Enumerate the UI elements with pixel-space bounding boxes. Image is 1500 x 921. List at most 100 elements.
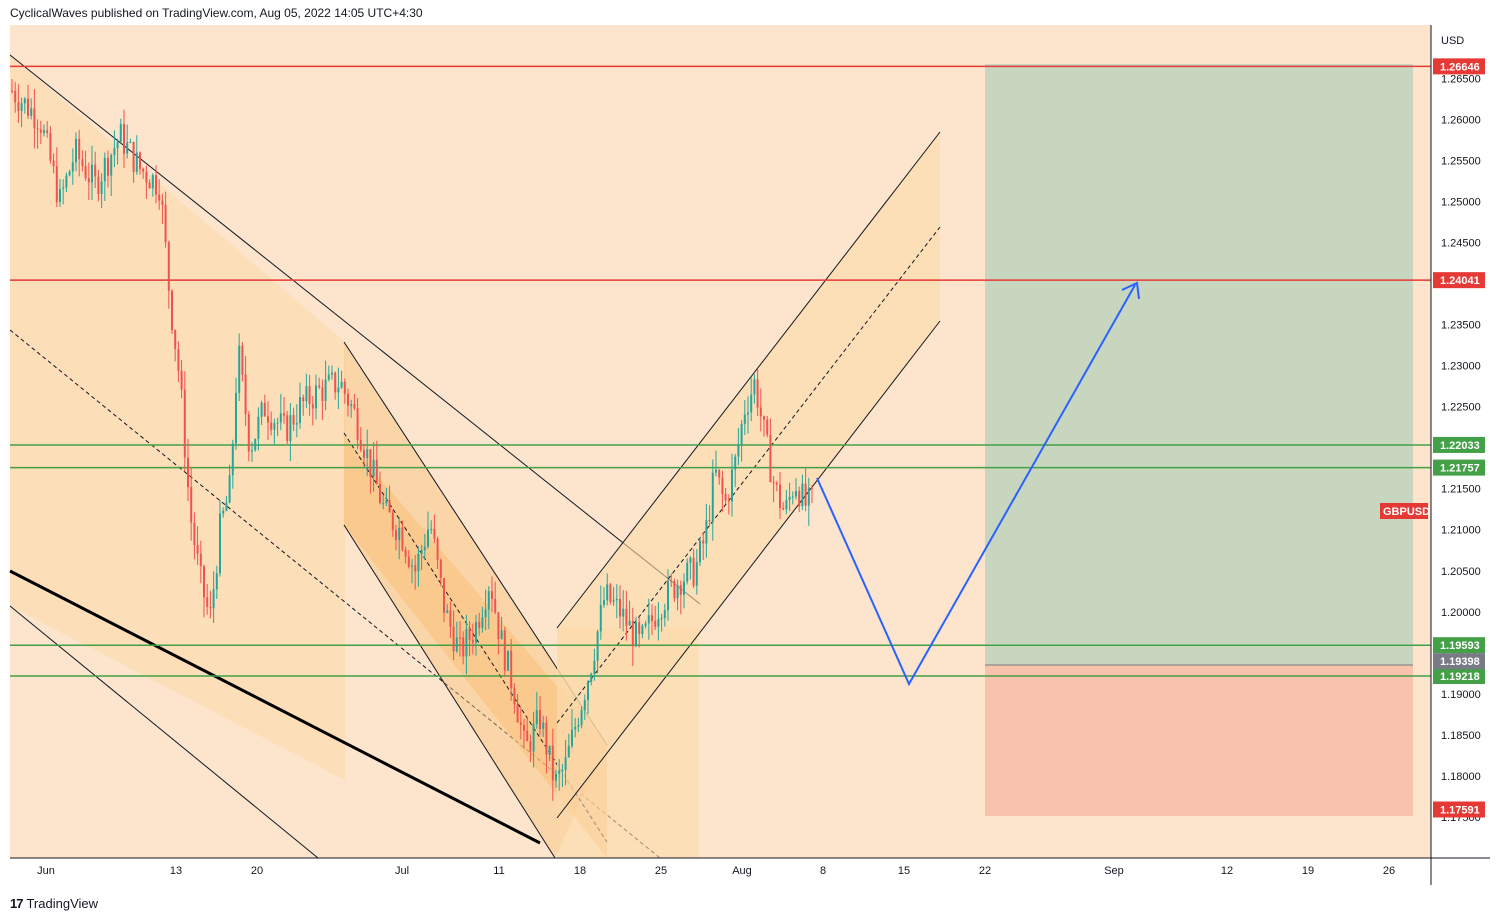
candle-body xyxy=(343,381,346,394)
candle-body xyxy=(247,414,250,452)
currency-label: USD xyxy=(1441,35,1464,47)
ascending-channel-lower xyxy=(556,320,941,819)
candle-body xyxy=(177,349,180,371)
candle-body xyxy=(641,625,644,634)
candle-body xyxy=(542,722,545,730)
price-level-badges: 1.26646 1.24041 1.22033 1.21757 1.19593 1.192… xyxy=(1433,58,1485,818)
candle-body xyxy=(167,242,170,291)
candle-body xyxy=(161,200,164,205)
time-tick-label: 25 xyxy=(655,865,667,877)
candle-body xyxy=(567,746,570,758)
candle-body xyxy=(708,520,711,522)
candle-body xyxy=(183,389,186,458)
candle-body xyxy=(507,650,509,671)
candle-body xyxy=(532,724,535,752)
candle-body xyxy=(23,98,26,104)
candle-body xyxy=(283,413,285,416)
candle-body xyxy=(286,415,289,442)
candle-body xyxy=(276,422,279,424)
candle-body xyxy=(702,540,705,544)
candle-body xyxy=(759,407,762,417)
candle-body xyxy=(727,500,730,502)
candle-body xyxy=(628,620,631,626)
candle-body xyxy=(372,459,375,477)
candle-body xyxy=(190,487,193,523)
candle-body xyxy=(583,700,586,710)
candle-body xyxy=(20,103,23,112)
candle-body xyxy=(676,585,679,599)
candle-body xyxy=(39,129,42,133)
candle-body xyxy=(711,472,714,521)
price-badge xyxy=(1433,58,1485,75)
candle-body xyxy=(423,546,426,551)
candle-body xyxy=(420,550,423,554)
candle-body xyxy=(382,503,385,505)
price-badge xyxy=(1433,667,1485,684)
candle-body xyxy=(587,682,589,701)
candle-body xyxy=(516,704,519,723)
candle-body xyxy=(148,182,151,189)
candle-body xyxy=(263,402,266,417)
candle-body xyxy=(811,487,813,489)
candle-body xyxy=(785,499,788,510)
candle-body xyxy=(49,132,52,161)
candle-body xyxy=(36,128,39,130)
candle-body xyxy=(142,168,145,172)
candle-body xyxy=(231,443,234,476)
candle-body xyxy=(350,404,353,406)
candle-body xyxy=(71,162,74,172)
support-trendline xyxy=(9,569,541,845)
candle-body xyxy=(222,510,225,514)
price-tick-label: 1.18000 xyxy=(1441,771,1481,783)
candle-body xyxy=(635,622,637,647)
candle-body xyxy=(510,650,513,689)
loss-zone[interactable] xyxy=(985,665,1413,816)
candle-body xyxy=(318,385,321,388)
candle-body xyxy=(203,566,205,598)
candle-body xyxy=(417,553,420,572)
price-badge xyxy=(1433,637,1485,654)
candle-body xyxy=(737,444,740,457)
descending-channel-fill xyxy=(10,55,345,780)
candle-body xyxy=(494,598,497,613)
candle-body xyxy=(779,484,781,508)
candle-body xyxy=(564,757,567,770)
candle-body xyxy=(52,160,55,167)
candle-body xyxy=(331,372,333,375)
candle-body xyxy=(14,90,17,103)
ascending-channel-fill xyxy=(557,132,940,818)
candle-body xyxy=(654,620,657,627)
candle-body xyxy=(571,729,573,747)
candle-body xyxy=(539,710,541,730)
candle-body xyxy=(430,528,433,530)
candle-body xyxy=(81,159,84,166)
candle-body xyxy=(603,600,605,605)
price-tick-label: 1.20000 xyxy=(1441,607,1481,619)
time-tick-label: 12 xyxy=(1221,865,1233,877)
price-badge-label: 1.17591 xyxy=(1440,804,1480,816)
time-tick-label: 20 xyxy=(251,865,263,877)
candle-body xyxy=(292,415,295,425)
profit-zone[interactable] xyxy=(985,64,1413,665)
candle-body xyxy=(315,385,317,409)
candle-body xyxy=(206,597,209,607)
candle-body xyxy=(334,372,337,393)
projection-path[interactable] xyxy=(816,284,1136,687)
candle-body xyxy=(401,527,404,550)
candle-body xyxy=(212,589,215,609)
price-badge-label: 1.19218 xyxy=(1440,671,1480,683)
candle-body xyxy=(596,631,599,661)
candle-body xyxy=(593,660,596,674)
candle-body xyxy=(590,673,593,683)
tradingview-footer[interactable]: 17 TradingView xyxy=(10,896,98,911)
candle-body xyxy=(164,204,167,243)
price-tick-label: 1.19000 xyxy=(1441,689,1481,701)
candle-body xyxy=(692,557,695,586)
candle-body xyxy=(199,553,202,567)
horizontal-levels xyxy=(10,65,1431,677)
candle-body xyxy=(116,141,119,149)
price-tick-label: 1.21000 xyxy=(1441,525,1481,537)
candle-body xyxy=(609,584,612,602)
candle-body xyxy=(145,171,148,183)
